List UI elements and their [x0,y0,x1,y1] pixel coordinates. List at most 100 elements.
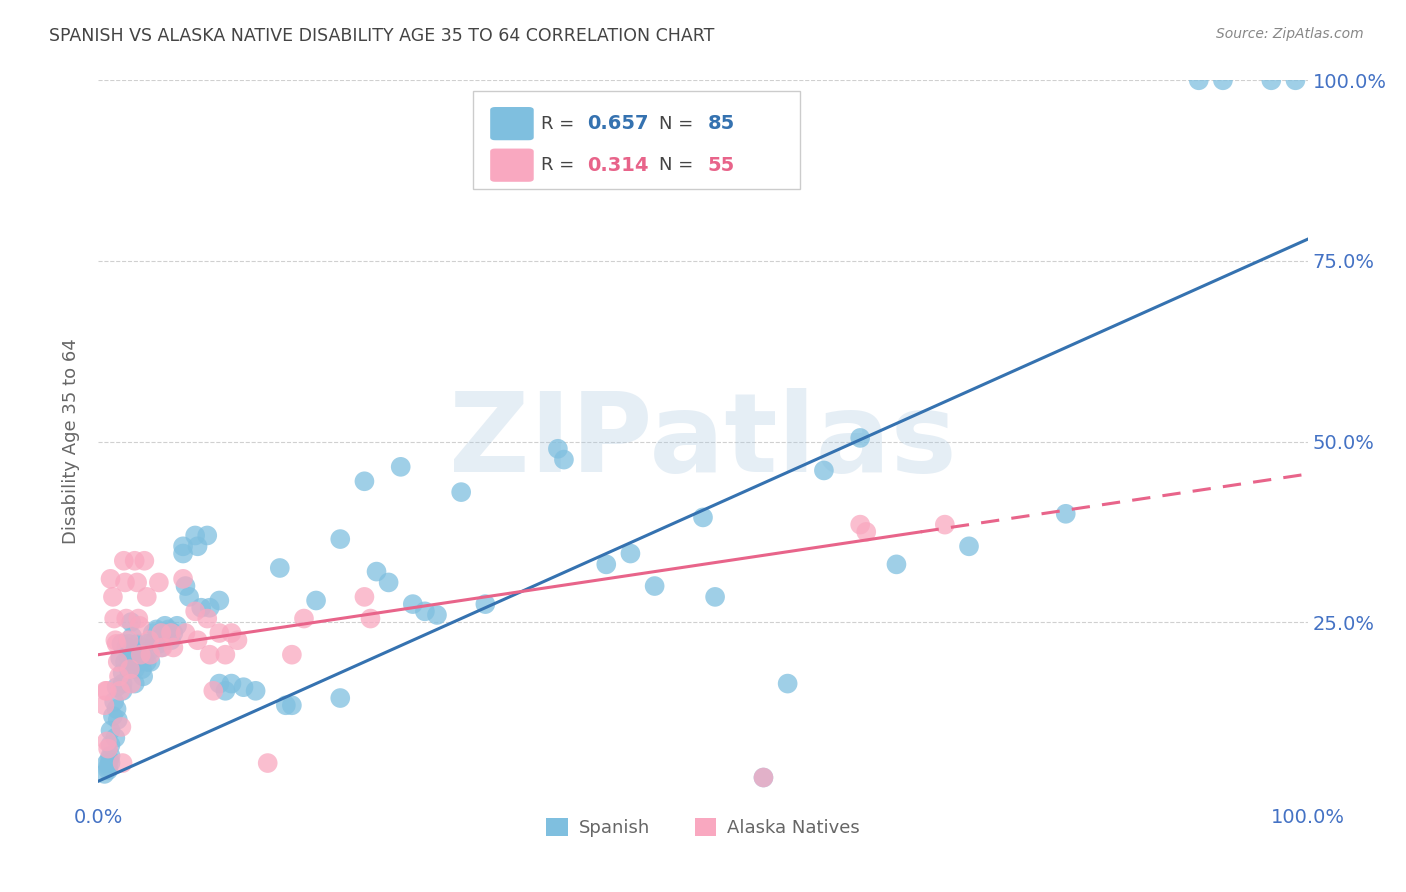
Point [118,633,141,648]
Point [105,702,128,716]
Point [160,626,183,640]
Point [474,597,496,611]
Point [145,623,167,637]
Legend: Spanish, Alaska Natives: Spanish, Alaska Natives [538,811,868,845]
Point [110,637,132,651]
Point [619,547,641,561]
Point [221,626,243,640]
Point [413,604,436,618]
Point [100,748,122,763]
Point [195,528,218,542]
Point [162,626,184,640]
Point [187,633,209,648]
Point [103,611,125,625]
Point [97,764,120,778]
Point [111,676,134,690]
Point [135,655,157,669]
Point [208,626,231,640]
Text: Source: ZipAtlas.com: Source: ZipAtlas.com [1216,27,1364,41]
Point [120,615,142,630]
Text: 0.314: 0.314 [586,156,648,175]
Point [195,611,218,625]
Point [752,771,775,785]
Point [107,655,129,669]
Point [97,760,120,774]
Point [101,590,124,604]
Point [160,633,183,648]
Text: 0.657: 0.657 [586,114,648,133]
Point [957,539,980,553]
Point [132,669,155,683]
Point [124,662,146,676]
Point [118,637,141,651]
Point [157,623,180,637]
Point [142,626,165,640]
Point [124,676,146,690]
Point [153,619,176,633]
Point [353,590,375,604]
Point [155,626,177,640]
Point [450,485,472,500]
Point [101,709,124,723]
Point [813,463,835,477]
Y-axis label: Disability Age 35 to 64: Disability Age 35 to 64 [62,339,80,544]
FancyBboxPatch shape [491,149,534,182]
Point [595,558,617,572]
Point [214,648,236,662]
Point [855,524,877,539]
Point [108,651,131,665]
Point [269,561,291,575]
Point [100,738,122,752]
Point [553,452,575,467]
Point [221,676,243,690]
Point [114,575,136,590]
Point [329,532,352,546]
Point [208,676,231,690]
Text: N =: N = [659,115,699,133]
Point [208,593,231,607]
Point [105,680,128,694]
Point [138,644,160,658]
Point [174,626,197,640]
Point [105,637,128,651]
Point [114,655,136,669]
Point [152,640,174,655]
Point [360,611,382,625]
Point [426,607,449,622]
Point [305,593,328,607]
Text: SPANISH VS ALASKA NATIVE DISABILITY AGE 35 TO 64 CORRELATION CHART: SPANISH VS ALASKA NATIVE DISABILITY AGE … [49,27,714,45]
Point [100,572,122,586]
Text: R =: R = [541,156,579,174]
Point [389,459,412,474]
Point [692,510,714,524]
Point [127,611,149,625]
Point [103,695,125,709]
Point [115,611,138,625]
Point [98,752,121,766]
Point [111,756,134,770]
Point [118,662,141,676]
Point [150,626,173,640]
Point [172,539,194,553]
Point [108,683,131,698]
Point [190,600,212,615]
Point [100,723,122,738]
Point [187,539,209,553]
Point [644,579,666,593]
Point [107,713,129,727]
Point [124,554,146,568]
Point [776,676,799,690]
Point [134,651,156,665]
Point [353,475,375,489]
FancyBboxPatch shape [474,91,800,189]
Point [198,648,221,662]
Point [120,676,142,690]
Point [704,590,727,604]
Point [184,528,207,542]
Point [281,648,304,662]
Point [121,630,143,644]
Point [226,633,249,648]
Point [129,640,152,655]
Point [124,651,146,665]
Point [143,633,166,648]
